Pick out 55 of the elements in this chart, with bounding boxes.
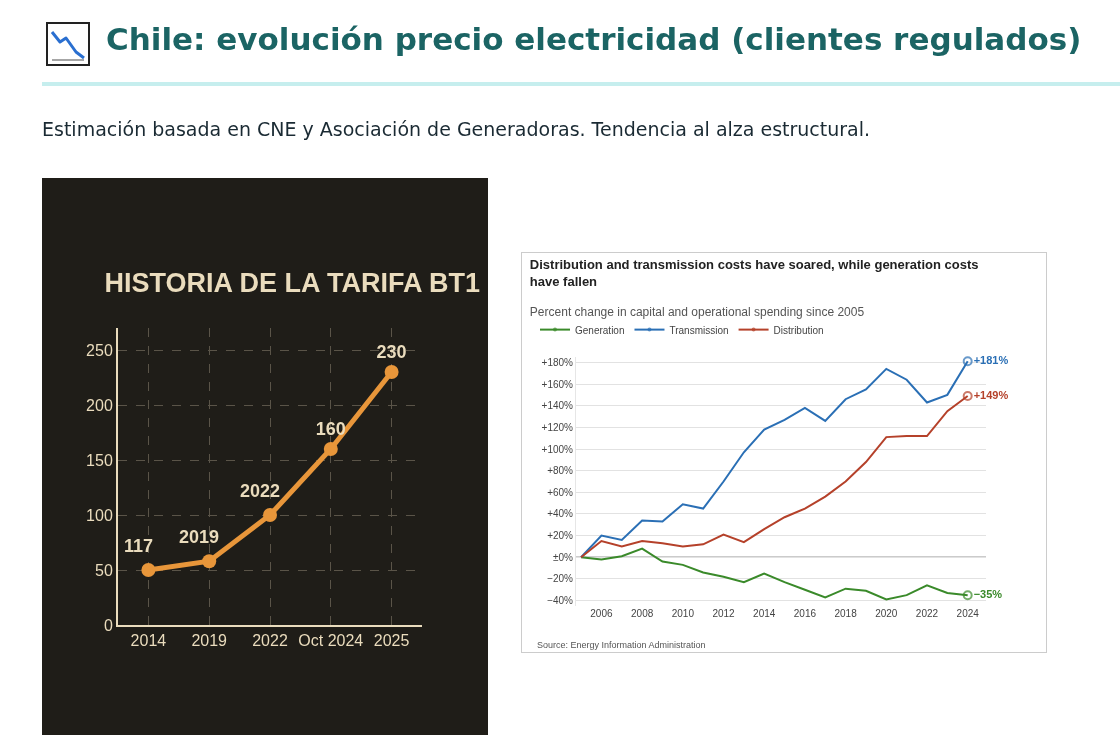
annotation: 2022: [240, 481, 281, 501]
chart-subtitle: Percent change in capital and operational spending since 2005: [529, 305, 865, 320]
y-tick-label: −20%: [547, 573, 574, 585]
chart-title: Distribution and transmission costs have soared, while generation costs have fallen: [529, 256, 979, 289]
y-tick-label: +20%: [547, 530, 574, 542]
x-tick-label: 2024: [956, 608, 980, 619]
annotation: 2019: [179, 527, 220, 547]
text: Estimación basada en CNE y Asociación de Generadoras. Tendencia al alza estructural.: [42, 118, 871, 140]
y-tick-label: +40%: [547, 508, 574, 520]
legend-label: Distribution: [773, 324, 824, 336]
x-tick-label: 2025: [373, 632, 410, 650]
y-tick-label: 0: [103, 616, 113, 634]
text: Chile: evolución precio electricidad (clientes regulados): [106, 21, 1082, 57]
x-tick-label: 2014: [753, 608, 776, 619]
data-label: 160: [315, 418, 346, 439]
y-tick-label: +120%: [541, 421, 574, 433]
data-label: +181%: [973, 354, 1009, 367]
point: [202, 554, 217, 569]
x-tick-label: 2018: [834, 608, 858, 619]
y-tick-label: 250: [86, 341, 113, 359]
legend-label: Transmission: [669, 324, 729, 336]
y-tick-label: −40%: [547, 595, 574, 607]
y-tick-label: 50: [95, 561, 113, 579]
source-note: Source: Energy Information Administration: [537, 640, 706, 650]
chart-title: HISTORIA DE LA TARIFA BT1: [104, 267, 480, 298]
point: [141, 563, 156, 577]
y-tick-label: 200: [86, 396, 113, 414]
x-tick-label: 2016: [793, 608, 817, 619]
x-tick-label: 2019: [191, 632, 228, 650]
legend-label: Generation: [575, 324, 625, 336]
y-tick-label: 150: [86, 451, 113, 469]
x-tick-label: 2006: [590, 608, 613, 619]
x-tick-label: 2014: [130, 632, 167, 650]
x-tick-label: 2022: [915, 608, 939, 619]
x-tick-label: Oct 2024: [298, 632, 364, 650]
data-label: 230: [376, 341, 407, 362]
x-tick-label: 2022: [252, 632, 288, 650]
y-tick-label: 100: [86, 506, 113, 524]
x-tick-label: 2012: [712, 608, 736, 619]
point: [323, 442, 338, 456]
y-tick-label: +80%: [547, 465, 574, 477]
x-tick-label: 2020: [875, 608, 898, 619]
data-label: −35%: [973, 587, 1003, 600]
point: [263, 508, 277, 522]
x-tick-label: 2010: [671, 608, 695, 619]
y-tick-label: +180%: [541, 356, 574, 368]
data-label: +149%: [973, 388, 1009, 401]
annotation: 117: [124, 536, 154, 556]
point: [384, 365, 399, 379]
x-tick-label: 2008: [631, 608, 654, 619]
y-tick-label: +60%: [547, 486, 574, 498]
y-tick-label: +160%: [541, 378, 574, 390]
y-tick-label: +100%: [541, 443, 574, 455]
y-tick-label: ±0%: [553, 551, 574, 563]
y-tick-label: +140%: [541, 400, 574, 412]
